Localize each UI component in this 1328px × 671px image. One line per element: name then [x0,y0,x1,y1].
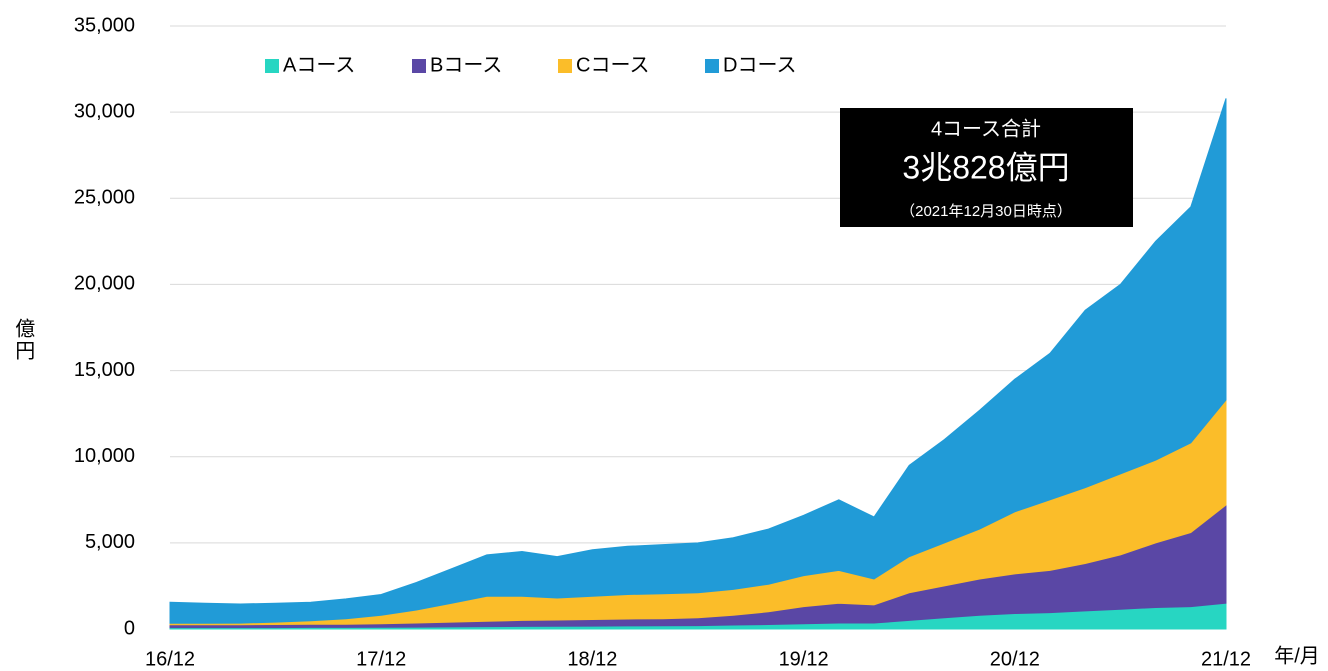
annotation-note: （2021年12月30日時点） [900,203,1072,220]
y-tick-label: 10,000 [74,445,135,467]
x-tick-label: 16/12 [145,648,195,670]
x-tick-label: 21/12 [1201,648,1251,670]
legend-label: Dコース [723,54,796,76]
x-tick-label: 17/12 [356,648,406,670]
legend-label: Bコース [430,54,502,76]
legend-label: Aコース [283,54,355,76]
y-axis-label: 億円 [12,318,35,362]
annotation-title: 4コース合計 [931,117,1041,140]
y-tick-label: 5,000 [85,531,135,553]
x-tick-label: 20/12 [990,648,1040,670]
y-tick-label: 20,000 [74,273,135,295]
area [169,98,1227,624]
x-axis-label: 年/月 [1274,644,1320,667]
legend-swatch [412,59,426,73]
plot [169,25,1227,630]
y-tick-label: 0 [124,617,135,639]
x-tick-label: 18/12 [567,648,617,670]
annotation-total: 3兆828億円 [902,149,1069,185]
legend-label: Cコース [576,54,649,76]
annotation-box [840,108,1133,227]
y-tick-label: 15,000 [74,359,135,381]
legend-swatch [705,59,719,73]
y-tick-label: 35,000 [74,14,135,36]
legend-swatch [558,59,572,73]
x-tick-label: 19/12 [779,648,829,670]
y-tick-label: 30,000 [74,100,135,122]
legend-swatch [265,59,279,73]
y-tick-label: 25,000 [74,187,135,209]
